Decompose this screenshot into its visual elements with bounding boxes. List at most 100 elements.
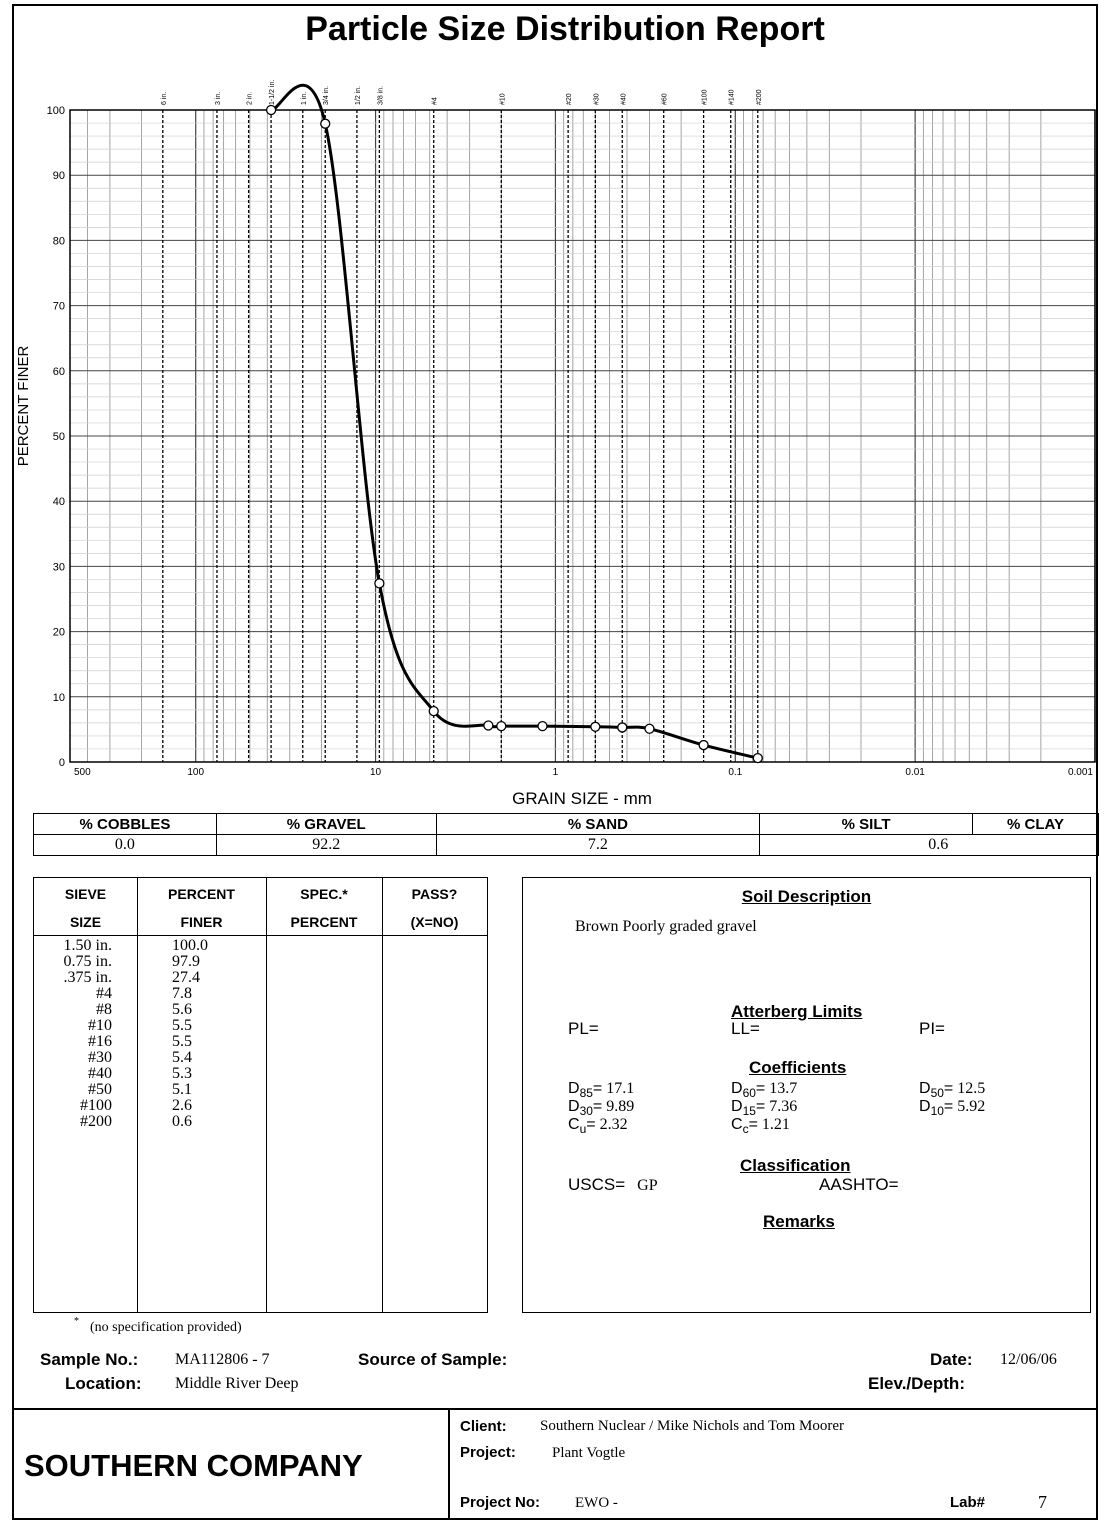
x-tick-label: 0.001 — [1068, 767, 1093, 778]
lab-label: Lab# — [950, 1494, 986, 1511]
spec-header: SPEC.* — [300, 886, 348, 902]
plot-border — [69, 109, 1096, 763]
report-frame — [12, 4, 1098, 1520]
sieve-label: 1/2 in. — [355, 86, 362, 105]
sieve-label: #10 — [499, 93, 506, 105]
sand-header: % SAND — [435, 813, 761, 835]
percent-finer-cell: 5.1 — [172, 1081, 192, 1098]
soil-description: Brown Poorly graded gravel — [575, 918, 757, 935]
sieve-header: SIEVE — [64, 886, 107, 902]
source-label: Source of Sample: — [358, 1350, 508, 1369]
silt-clay-value: 0.6 — [759, 834, 1099, 856]
sample-no: MA112806 - 7 — [175, 1351, 270, 1368]
percent-finer-cell: 5.5 — [172, 1017, 192, 1034]
date-label: Date: — [930, 1350, 973, 1369]
clay-header: % CLAY — [972, 813, 1099, 835]
coefficients-col1: D85= 17.1 D30= 9.89 Cu= 2.32 — [568, 1080, 635, 1137]
finer-header: FINER — [180, 914, 223, 930]
percent-finer-cell: 7.8 — [172, 985, 192, 1002]
cc-value: 1.21 — [761, 1116, 790, 1133]
x-tick-label: 10 — [370, 767, 382, 778]
remarks-heading: Remarks — [763, 1212, 835, 1231]
percent-finer-cell: 5.5 — [172, 1033, 192, 1050]
cobbles-header: % COBBLES — [33, 813, 217, 835]
footer-column-divider — [448, 1408, 450, 1520]
y-tick-label: 80 — [53, 235, 65, 247]
column-divider — [382, 878, 383, 1312]
percent-finer-cell: 5.3 — [172, 1065, 192, 1082]
uscs-row: USCS= GP — [568, 1175, 658, 1195]
percent-finer-cell: 5.4 — [172, 1049, 192, 1066]
data-point — [483, 720, 494, 731]
cobbles-value: 0.0 — [33, 834, 217, 856]
y-tick-label: 10 — [53, 692, 65, 704]
data-point — [265, 104, 277, 116]
atterberg-heading: Atterberg Limits — [731, 1002, 863, 1021]
sieve-label: #100 — [702, 89, 709, 105]
uscs-value: GP — [637, 1177, 658, 1194]
soil-description-heading: Soil Description — [741, 887, 872, 906]
size-header: SIZE — [69, 914, 102, 930]
pi-label: PI= — [919, 1019, 945, 1038]
fractions-table: % COBBLES % GRAVEL % SAND % SILT % CLAY … — [33, 813, 1099, 856]
sieve-label: #140 — [729, 89, 736, 105]
classification-heading: Classification — [740, 1156, 851, 1175]
data-point — [644, 723, 655, 734]
d15-value: 7.36 — [769, 1098, 798, 1115]
gradation-curve — [270, 83, 759, 760]
x-tick-label: 1 — [553, 767, 559, 778]
data-point — [320, 118, 331, 129]
sieve-label: 3/4 in. — [323, 86, 330, 105]
data-point — [617, 722, 628, 733]
percent-finer-cell: 97.9 — [172, 953, 200, 970]
percent-finer-cell: 27.4 — [172, 969, 200, 986]
x-tick-label: 500 — [74, 767, 91, 778]
percent-header: PERCENT — [168, 886, 235, 902]
project-label: Project: — [460, 1444, 516, 1461]
pl-label: PL= — [568, 1019, 599, 1038]
sieve-label: #60 — [662, 93, 669, 105]
y-axis-title: PERCENT FINER — [15, 346, 32, 467]
pass-xno-header: (X=NO) — [410, 914, 459, 930]
sieve-header-divider — [34, 935, 487, 936]
y-tick-label: 30 — [53, 561, 65, 573]
sieve-label: #200 — [756, 89, 763, 105]
percent-finer-cell: 5.6 — [172, 1001, 192, 1018]
column-divider — [266, 878, 267, 1312]
y-tick-label: 0 — [59, 757, 65, 769]
grain-size-chart: 6 in. 3 in. 2 in. 1-1/2 in. 1 in. 3/4 in. 1/2 … — [15, 80, 1096, 808]
aashto-label: AASHTO= — [819, 1175, 899, 1194]
column-divider — [137, 878, 138, 1312]
sieve-size-cell: #30 — [88, 1049, 112, 1066]
date-value: 12/06/06 — [1000, 1351, 1057, 1368]
sieve-label: #40 — [620, 93, 627, 105]
d60-value: 13.7 — [769, 1080, 798, 1097]
sand-value: 7.2 — [435, 834, 761, 856]
d50-value: 12.5 — [957, 1080, 986, 1097]
y-tick-label: 90 — [53, 170, 65, 182]
d85-value: 17.1 — [606, 1080, 635, 1097]
sieve-label: 2 in. — [247, 92, 254, 105]
d10-value: 5.92 — [957, 1098, 986, 1115]
coefficients-col3: D50= 12.5 D10= 5.92 — [919, 1080, 986, 1119]
y-tick-label: 70 — [53, 301, 65, 313]
data-point — [698, 739, 709, 751]
coefficients-col2: D60= 13.7 D15= 7.36 Cc= 1.21 — [731, 1080, 798, 1137]
x-tick-label: 100 — [187, 767, 204, 778]
project-no-value: EWO - — [575, 1495, 618, 1511]
sieve-size-cell: #100 — [80, 1097, 112, 1114]
coefficients-heading: Coefficients — [749, 1058, 847, 1077]
percent-finer-column: 100.0 97.9 27.4 7.8 5.6 5.5 5.5 5.4 5.3 5.1 2.6 0.6 — [172, 938, 208, 1130]
sieve-label: 3 in. — [215, 92, 222, 105]
location-value: Middle River Deep — [175, 1375, 299, 1392]
data-point — [428, 705, 439, 717]
d30-value: 9.89 — [606, 1098, 635, 1115]
pass-header: PASS? — [411, 886, 458, 902]
percent-finer-cell: 100.0 — [172, 937, 208, 954]
sieve-label: 1 in. — [301, 92, 308, 105]
gravel-header: % GRAVEL — [215, 813, 437, 835]
sieve-size-cell: #16 — [88, 1033, 112, 1050]
sieve-size-cell: #40 — [88, 1065, 112, 1082]
sieve-label: #20 — [566, 93, 573, 105]
y-tick-label: 40 — [53, 496, 65, 508]
